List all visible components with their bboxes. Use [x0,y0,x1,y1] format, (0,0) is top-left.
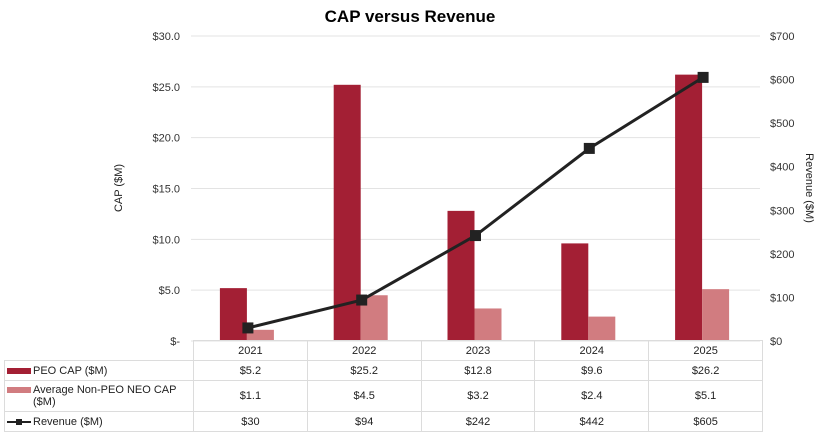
table-cell: $5.2 [193,360,308,381]
table-cell: $1.1 [193,380,308,412]
neo-cap-bar [474,308,502,341]
revenue-marker [470,230,481,242]
legend-neo: Average Non-PEO NEO CAP ($M) [4,380,194,412]
table-category: 2021 [193,340,308,361]
legend-revenue: Revenue ($M) [4,411,194,432]
peo-swatch-icon [7,367,31,374]
table-row-revenue: Revenue ($M) $30 $94 $242 $442 $605 [4,411,763,432]
table-header-row: 2021 2022 2023 2024 2025 [4,340,763,361]
bars [219,74,730,342]
revenue-line [242,71,709,334]
y2-tick-label: $200 [770,249,794,261]
revenue-swatch-icon [7,418,31,425]
table-cell: $25.2 [306,360,422,381]
y-tick-label: $10.0 [152,234,180,246]
table-category: 2024 [534,340,650,361]
table-cell: $4.5 [306,380,422,412]
y-tick-label: $15.0 [152,184,180,196]
gridlines [191,35,760,342]
y-axis-ticks: $-$5.0$10.0$15.0$20.0$25.0$30.0 [152,31,180,348]
y2-tick-label: $0 [770,336,782,348]
y2-tick-label: $500 [770,118,794,130]
legend-peo: PEO CAP ($M) [4,360,194,381]
y-tick-label: $25.0 [152,82,180,94]
revenue-marker [242,322,254,334]
neo-cap-bar [246,329,274,341]
y2-tick-label: $700 [770,31,794,43]
chart-title: CAP versus Revenue [325,7,496,26]
y-axis-label: CAP ($M) [113,164,125,212]
table-row-peo: PEO CAP ($M) $5.2 $25.2 $12.8 $9.6 $26.2 [4,360,763,381]
y2-tick-label: $100 [770,292,794,304]
y-tick-label: $5.0 [159,285,180,297]
table-cell: $2.4 [534,380,650,412]
table-cell: $242 [420,411,536,432]
y2-tick-label: $300 [770,205,794,217]
table-cell: $9.6 [534,360,650,381]
revenue-marker [697,71,709,83]
table-row-neo: Average Non-PEO NEO CAP ($M) $1.1 $4.5 $3.… [4,380,763,412]
y2-axis-ticks: $0 $100 $200 $300 $400 $500 $600 $700 [770,31,794,348]
peo-cap-bar [675,74,703,341]
neo-cap-bar [702,289,730,341]
table-cell: $3.2 [420,380,536,412]
y2-axis-label: Revenue ($M) [803,153,815,223]
y2-tick-label: $400 [770,162,794,174]
table-category: 2023 [420,340,536,361]
table-category: 2025 [648,340,763,361]
y-tick-label: $20.0 [152,133,180,145]
neo-swatch-icon [7,387,31,393]
neo-cap-bar [588,316,616,341]
y-tick-label: $30.0 [152,31,180,43]
table-category: 2022 [306,340,422,361]
data-table: 2021 2022 2023 2024 2025 PEO CAP ($M) $5.2 $2… [4,340,763,432]
peo-cap-bar [561,243,589,341]
revenue-marker [356,294,368,306]
table-cell: $5.1 [648,380,763,412]
revenue-marker [583,142,595,154]
y2-tick-label: $600 [770,75,794,87]
table-cell: $26.2 [648,360,763,381]
table-cell: $12.8 [420,360,536,381]
